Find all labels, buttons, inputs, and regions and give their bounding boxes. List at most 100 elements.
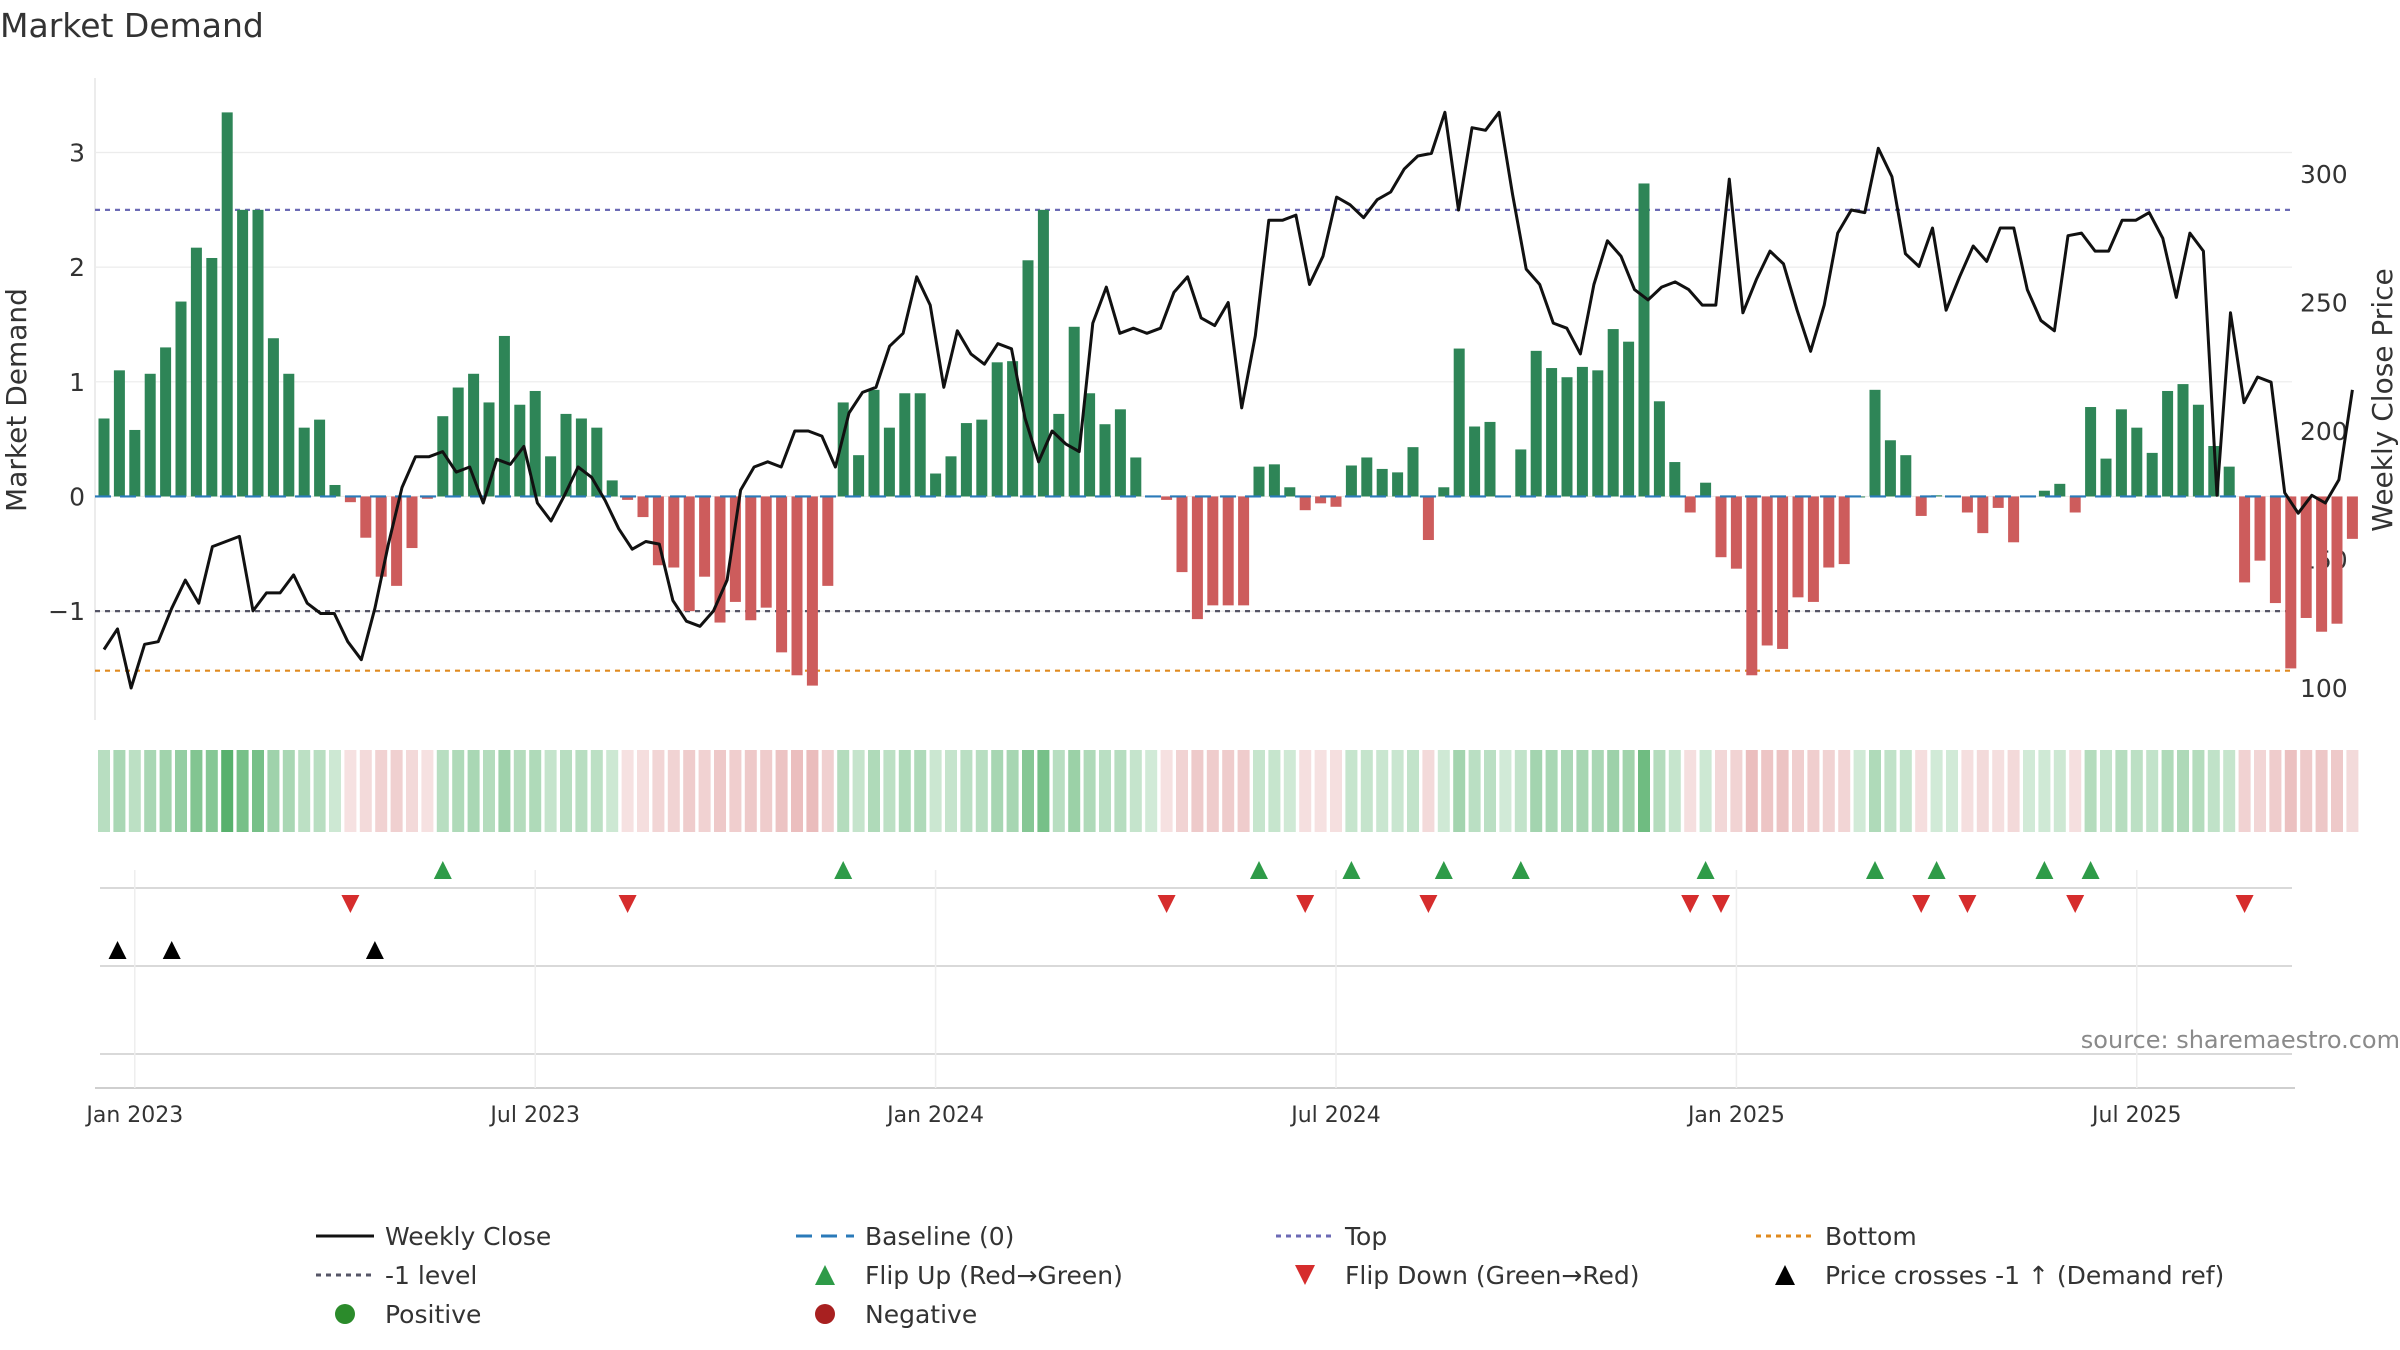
demand-bar[interactable] (1992, 496, 2004, 508)
demand-bar[interactable] (776, 496, 788, 653)
demand-bar[interactable] (1961, 496, 1973, 513)
flip-down-marker[interactable] (2235, 895, 2254, 913)
demand-bar[interactable] (1392, 472, 1404, 497)
demand-bar[interactable] (1761, 496, 1773, 646)
demand-bar[interactable] (329, 484, 341, 497)
demand-bar[interactable] (1484, 421, 1496, 497)
demand-bar[interactable] (1161, 496, 1173, 500)
demand-bar[interactable] (2223, 466, 2235, 497)
demand-bar[interactable] (1746, 496, 1758, 676)
flip-up-marker[interactable] (834, 861, 853, 879)
flip-down-marker[interactable] (1296, 895, 1315, 913)
price-cross-marker[interactable] (365, 941, 384, 959)
demand-bar[interactable] (2146, 452, 2158, 497)
flip-down-marker[interactable] (1712, 895, 1730, 913)
demand-bar[interactable] (1268, 464, 1280, 497)
demand-bar[interactable] (745, 496, 757, 621)
demand-bar[interactable] (2085, 407, 2097, 497)
demand-bar[interactable] (314, 419, 326, 497)
demand-bar[interactable] (1207, 496, 1219, 606)
flip-down-marker[interactable] (2066, 895, 2085, 913)
demand-bar[interactable] (144, 373, 156, 497)
demand-bar[interactable] (129, 429, 141, 497)
demand-bar[interactable] (1037, 209, 1049, 497)
demand-bar[interactable] (1315, 496, 1327, 504)
demand-bar[interactable] (529, 390, 541, 497)
demand-bar[interactable] (483, 402, 495, 497)
flip-up-marker[interactable] (2035, 861, 2054, 879)
demand-bar[interactable] (2239, 496, 2251, 583)
demand-bar[interactable] (822, 496, 834, 586)
demand-bar[interactable] (545, 456, 557, 497)
demand-bar[interactable] (237, 209, 249, 497)
demand-bar[interactable] (160, 347, 172, 497)
demand-bar[interactable] (406, 496, 418, 549)
demand-bar[interactable] (1530, 350, 1542, 497)
demand-bar[interactable] (760, 496, 772, 608)
demand-bar[interactable] (2269, 496, 2281, 604)
demand-bar[interactable] (1299, 496, 1311, 511)
demand-bar[interactable] (2285, 496, 2297, 669)
demand-bar[interactable] (2115, 409, 2127, 497)
demand-bar[interactable] (1669, 462, 1681, 497)
demand-bar[interactable] (1592, 370, 1604, 497)
demand-bar[interactable] (1053, 413, 1065, 497)
demand-bar[interactable] (575, 418, 587, 497)
demand-bar[interactable] (883, 427, 895, 497)
demand-bar[interactable] (622, 496, 634, 500)
demand-bar[interactable] (2008, 496, 2020, 543)
flip-up-marker[interactable] (2081, 861, 2100, 879)
demand-bar[interactable] (1869, 389, 1881, 497)
demand-bar[interactable] (1191, 496, 1203, 620)
demand-bar[interactable] (221, 112, 233, 497)
demand-bar[interactable] (2162, 390, 2174, 497)
demand-bar[interactable] (806, 496, 818, 686)
demand-bar[interactable] (2100, 458, 2112, 497)
demand-bar[interactable] (252, 209, 264, 497)
demand-bar[interactable] (113, 370, 125, 497)
demand-bar[interactable] (1700, 482, 1712, 497)
flip-up-marker[interactable] (1696, 861, 1715, 879)
demand-bar[interactable] (1777, 496, 1789, 649)
demand-bar[interactable] (468, 373, 480, 497)
demand-bar[interactable] (2300, 496, 2312, 618)
demand-bar[interactable] (1176, 496, 1188, 573)
flip-down-marker[interactable] (1681, 895, 1700, 913)
demand-bar[interactable] (606, 480, 618, 497)
demand-bar[interactable] (1422, 496, 1434, 541)
demand-bar[interactable] (190, 247, 202, 497)
demand-bar[interactable] (1900, 455, 1912, 497)
demand-bar[interactable] (1561, 377, 1573, 497)
demand-bar[interactable] (2316, 496, 2328, 632)
demand-bar[interactable] (1099, 424, 1111, 497)
demand-bar[interactable] (1114, 409, 1126, 497)
flip-up-marker[interactable] (1434, 861, 1453, 879)
demand-bar[interactable] (437, 416, 449, 497)
demand-bar[interactable] (2254, 496, 2266, 561)
demand-bar[interactable] (1515, 449, 1527, 497)
demand-bar[interactable] (1469, 426, 1481, 497)
demand-bar[interactable] (637, 496, 649, 518)
demand-bar[interactable] (1068, 326, 1080, 497)
demand-bar[interactable] (960, 423, 972, 497)
demand-bar[interactable] (1453, 348, 1465, 497)
demand-bar[interactable] (945, 456, 957, 497)
demand-bar[interactable] (1823, 496, 1835, 568)
demand-bar[interactable] (652, 496, 664, 566)
demand-bar[interactable] (1007, 361, 1019, 497)
demand-bar[interactable] (1684, 496, 1696, 513)
demand-bar[interactable] (1330, 496, 1342, 507)
demand-bar[interactable] (1253, 466, 1265, 497)
demand-bar[interactable] (683, 496, 695, 612)
price-cross-marker[interactable] (162, 941, 181, 959)
demand-bar[interactable] (1345, 465, 1357, 497)
demand-bar[interactable] (1546, 368, 1558, 497)
flip-up-marker[interactable] (1927, 861, 1946, 879)
demand-bar[interactable] (98, 418, 110, 497)
demand-bar[interactable] (1376, 468, 1388, 497)
demand-bar[interactable] (1884, 440, 1896, 497)
flip-down-marker[interactable] (1157, 895, 1176, 913)
demand-bar[interactable] (591, 427, 603, 497)
demand-bar[interactable] (1931, 495, 1943, 497)
demand-bar[interactable] (1576, 366, 1588, 497)
